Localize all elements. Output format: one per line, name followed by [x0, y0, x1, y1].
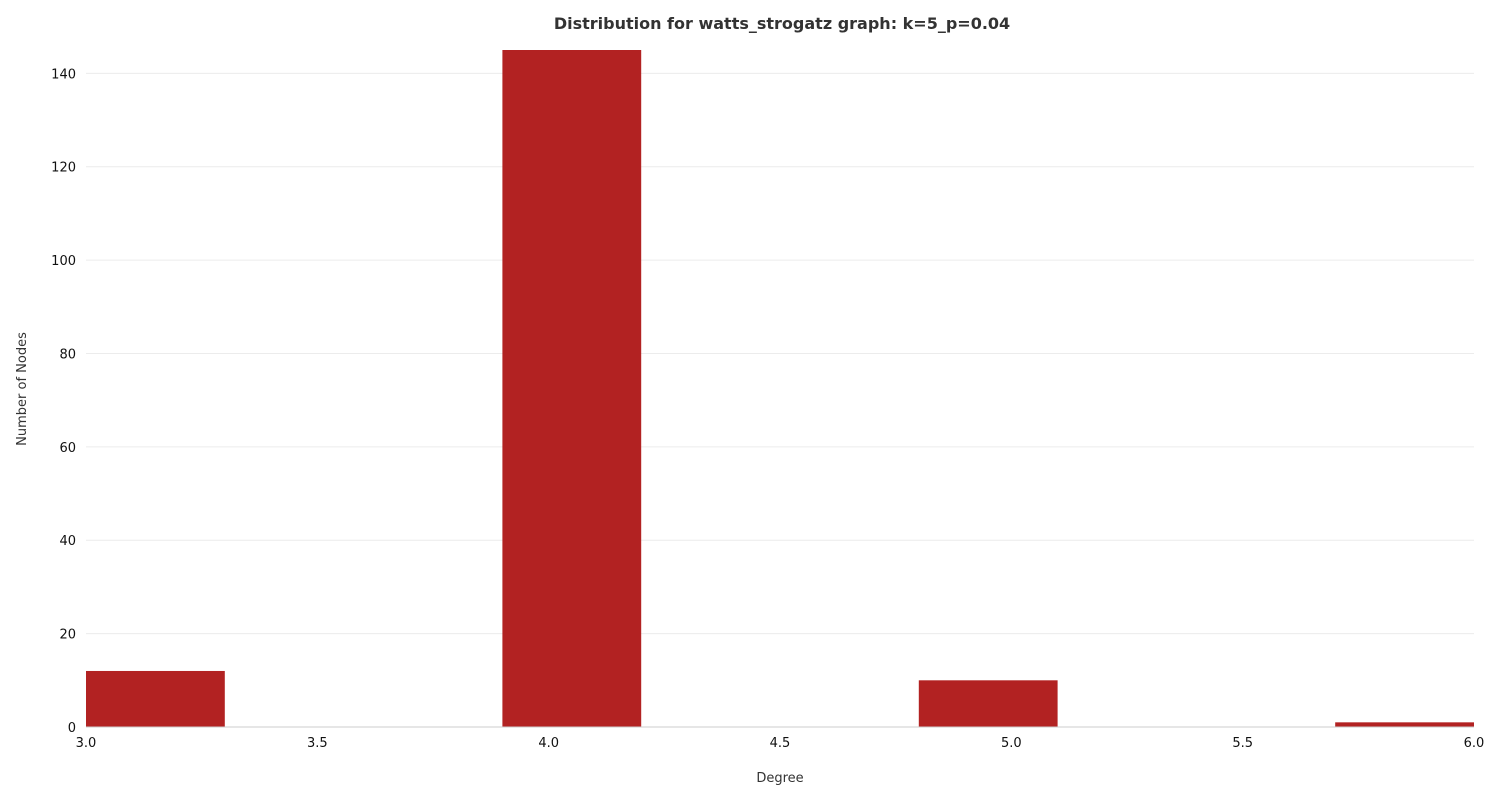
- x-tick-label: 6.0: [1464, 736, 1485, 751]
- x-tick-label: 3.5: [307, 736, 328, 751]
- histogram-bar: [1335, 722, 1474, 727]
- axis-layer: 0 20 40 60 80 100 120 140 3.0 3.5 4.0 4.5 5.0 5.5 6.0: [51, 67, 1484, 751]
- y-tick-label: 140: [51, 67, 76, 82]
- histogram-bar: [918, 680, 1058, 727]
- y-tick-label: 0: [68, 721, 76, 736]
- x-tick-label: 4.0: [538, 736, 559, 751]
- y-tick-label: 20: [59, 628, 76, 643]
- x-tick-label: 3.0: [76, 736, 97, 751]
- bar-layer: [86, 50, 1474, 727]
- y-tick-label: 80: [59, 347, 76, 362]
- grid-layer: [86, 72, 1474, 635]
- x-tick-label: 5.5: [1232, 736, 1253, 751]
- x-tick-label: 4.5: [770, 736, 791, 751]
- x-tick-label: 5.0: [1001, 736, 1022, 751]
- y-tick-label: 60: [59, 441, 76, 456]
- x-axis-label: Degree: [756, 771, 803, 786]
- histogram-bar: [86, 670, 225, 727]
- y-tick-label: 40: [59, 534, 76, 549]
- y-tick-label: 100: [51, 254, 76, 269]
- y-axis-label: Number of Nodes: [15, 332, 30, 446]
- histogram-bar: [502, 50, 642, 727]
- y-tick-label: 120: [51, 161, 76, 176]
- chart-title: Distribution for watts_strogatz graph: k…: [554, 14, 1010, 33]
